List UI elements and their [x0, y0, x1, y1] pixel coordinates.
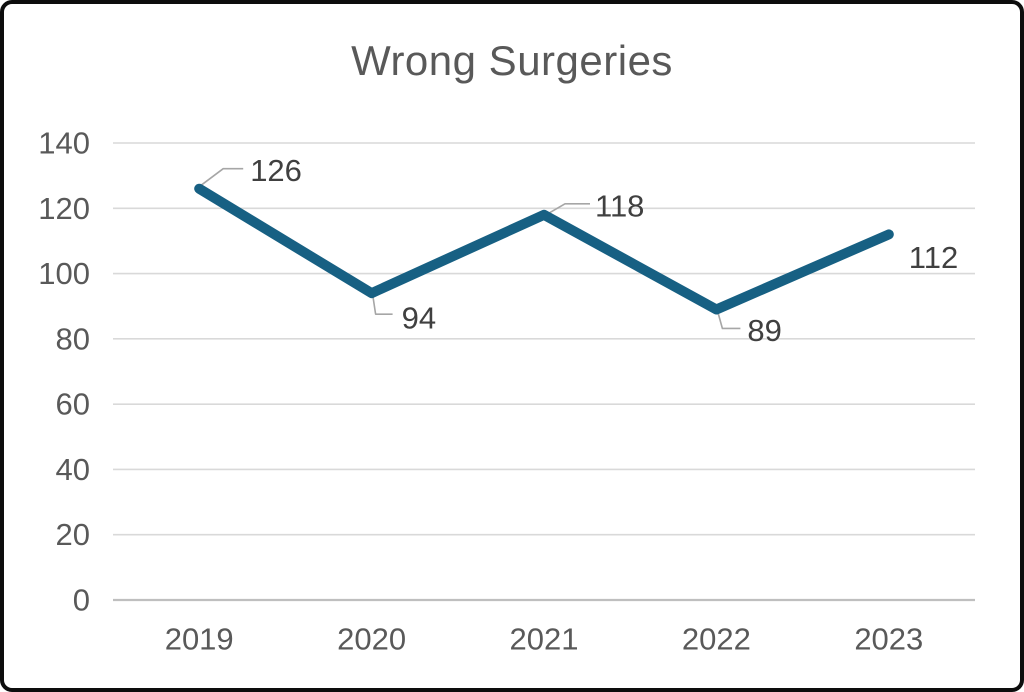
leader-line — [545, 203, 590, 216]
chart-title: Wrong Surgeries — [351, 37, 673, 84]
x-tick-label: 2021 — [510, 622, 579, 657]
data-label: 89 — [747, 313, 781, 348]
data-label: 94 — [402, 301, 436, 336]
y-tick-label: 80 — [56, 321, 90, 356]
data-label: 112 — [909, 240, 958, 275]
y-tick-label: 140 — [38, 126, 90, 161]
leader-line — [371, 294, 393, 315]
y-tick-label: 120 — [38, 191, 90, 226]
y-tick-label: 20 — [56, 517, 90, 552]
y-tick-label: 40 — [56, 452, 90, 487]
y-tick-label: 60 — [56, 387, 90, 422]
leader-line — [716, 310, 741, 330]
data-label: 126 — [250, 153, 302, 188]
x-tick-label: 2019 — [165, 622, 234, 657]
y-tick-label: 100 — [38, 256, 90, 291]
x-tick-label: 2020 — [337, 622, 406, 657]
x-tick-label: 2022 — [682, 622, 751, 657]
x-tick-label: 2023 — [854, 622, 923, 657]
leader-line — [198, 167, 244, 188]
data-label: 118 — [595, 188, 644, 223]
series-line — [194, 183, 894, 315]
y-tick-label: 0 — [73, 583, 90, 618]
